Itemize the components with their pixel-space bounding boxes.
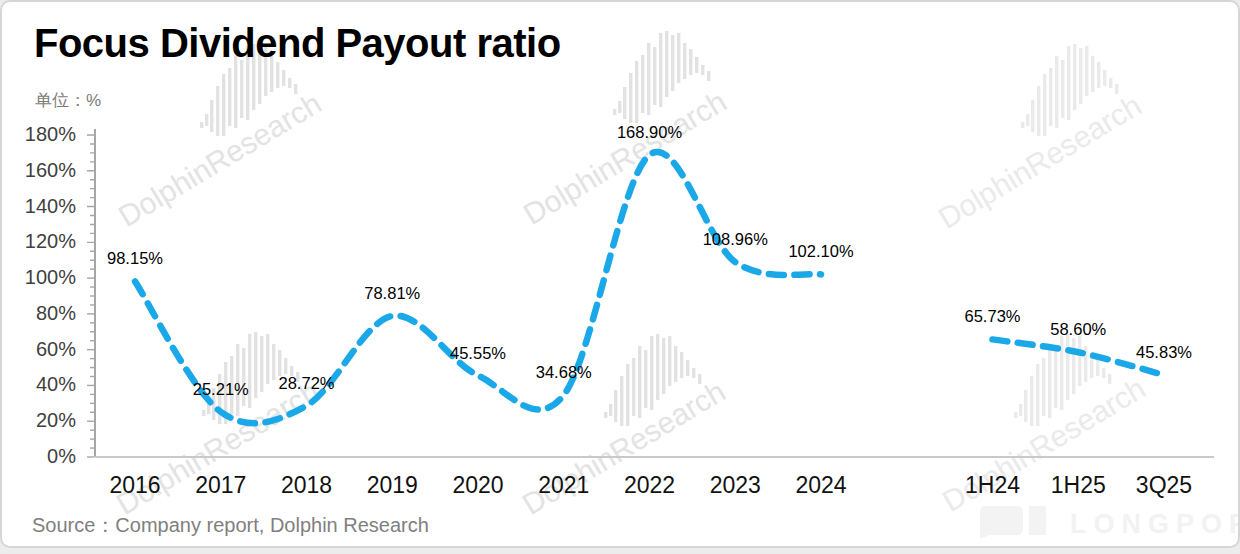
x-axis-label: 2018 xyxy=(259,472,355,499)
data-label: 168.90% xyxy=(595,123,705,142)
y-axis-label: 20% xyxy=(16,409,76,432)
data-label: 34.68% xyxy=(509,363,619,382)
x-axis-label: 2016 xyxy=(87,472,183,499)
unit-label: 单位：% xyxy=(35,89,101,112)
y-axis-label: 160% xyxy=(16,159,76,182)
x-axis-label: 2021 xyxy=(516,472,612,499)
y-axis-label: 140% xyxy=(16,195,76,218)
data-label: 45.55% xyxy=(423,344,533,363)
x-axis-label: 2017 xyxy=(173,472,269,499)
y-axis-label: 40% xyxy=(16,373,76,396)
data-label: 58.60% xyxy=(1023,320,1133,339)
data-label: 98.15% xyxy=(80,249,190,268)
x-axis-label: 2024 xyxy=(773,472,869,499)
y-axis-label: 100% xyxy=(16,266,76,289)
axis-group xyxy=(87,129,1214,457)
x-axis-label: 3Q25 xyxy=(1116,472,1212,499)
x-axis-label: 2020 xyxy=(430,472,526,499)
source-note: Source：Company report, Dolphin Research xyxy=(32,512,429,539)
y-axis-label: 120% xyxy=(16,230,76,253)
chart-frame: Focus Dividend Payout ratio 单位：% Dolphin… xyxy=(0,0,1240,548)
chart-canvas xyxy=(2,2,1240,548)
y-axis-label: 60% xyxy=(16,338,76,361)
x-axis-label: 2022 xyxy=(602,472,698,499)
x-axis-label: 1H24 xyxy=(945,472,1041,499)
x-axis-label: 2023 xyxy=(687,472,783,499)
y-axis-label: 80% xyxy=(16,302,76,325)
data-label: 78.81% xyxy=(337,284,447,303)
data-label: 28.72% xyxy=(252,374,362,393)
data-label: 102.10% xyxy=(766,242,876,261)
y-axis-label: 180% xyxy=(16,123,76,146)
data-label: 45.83% xyxy=(1109,343,1219,362)
x-axis-label: 1H25 xyxy=(1030,472,1126,499)
chart-title: Focus Dividend Payout ratio xyxy=(34,20,561,66)
y-axis-label: 0% xyxy=(16,445,76,468)
x-axis-label: 2019 xyxy=(344,472,440,499)
